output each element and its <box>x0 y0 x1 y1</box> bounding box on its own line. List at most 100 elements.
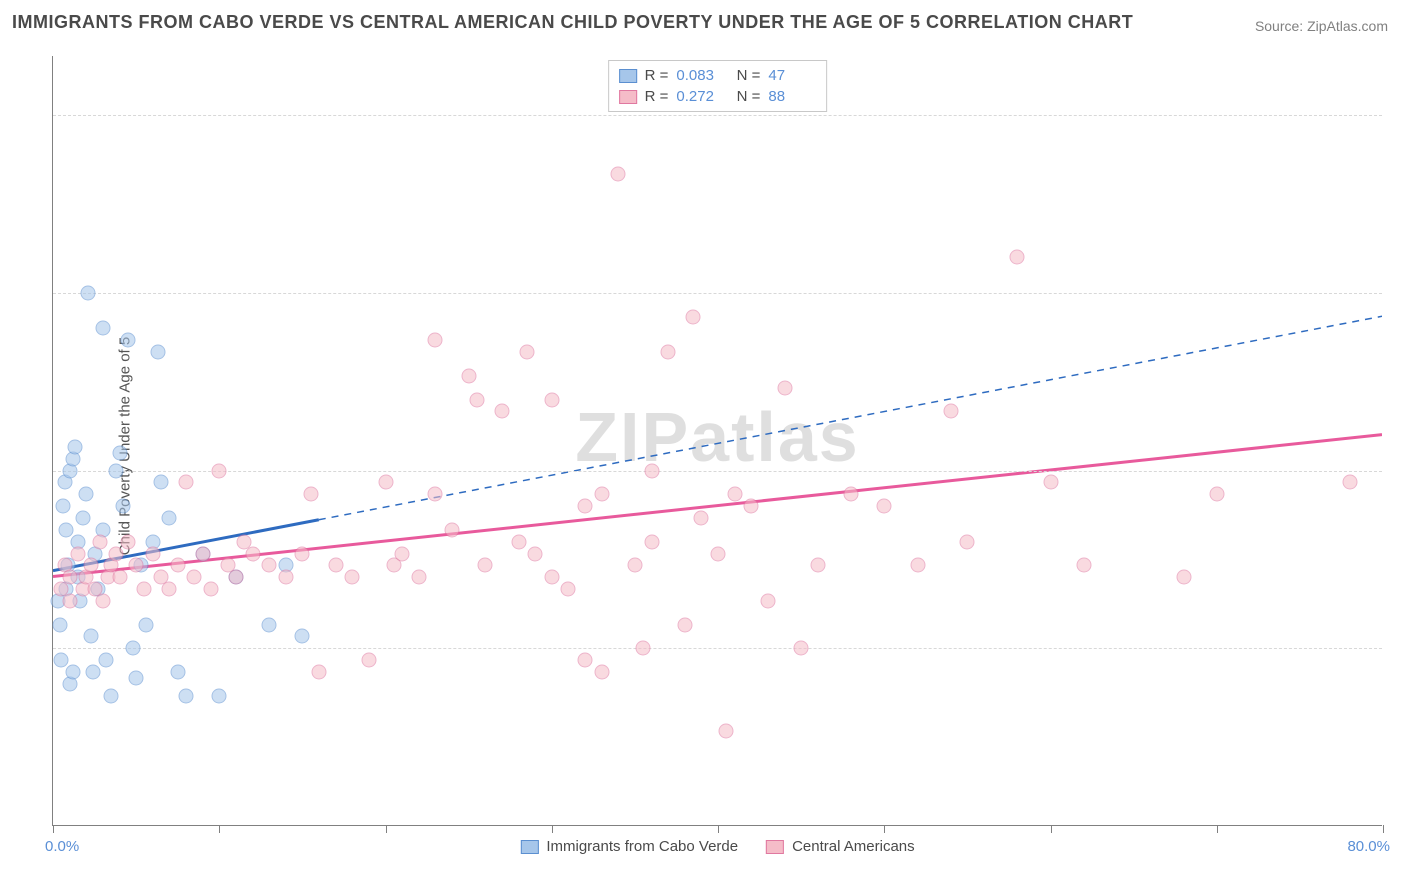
data-point <box>187 570 202 585</box>
data-point <box>104 688 119 703</box>
data-point <box>70 546 85 561</box>
data-point <box>794 641 809 656</box>
data-point <box>943 404 958 419</box>
stats-row: R = 0.272 N = 88 <box>619 86 817 107</box>
source-label: Source: ZipAtlas.com <box>1255 18 1388 34</box>
data-point <box>55 499 70 514</box>
trend-lines <box>53 56 1382 825</box>
stat-n-label: N = <box>732 67 760 84</box>
gridline-horizontal <box>53 648 1382 649</box>
stat-n-value: 88 <box>768 88 816 105</box>
data-point <box>378 475 393 490</box>
data-point <box>79 487 94 502</box>
data-point <box>519 345 534 360</box>
x-tick <box>1217 825 1218 833</box>
data-point <box>428 487 443 502</box>
data-point <box>99 653 114 668</box>
data-point <box>611 167 626 182</box>
data-point <box>65 665 80 680</box>
data-point <box>212 688 227 703</box>
x-tick <box>219 825 220 833</box>
data-point <box>54 653 69 668</box>
data-point <box>120 534 135 549</box>
stat-n-label: N = <box>732 88 760 105</box>
data-point <box>777 380 792 395</box>
gridline-horizontal <box>53 115 1382 116</box>
data-point <box>85 665 100 680</box>
stat-r-value: 0.272 <box>676 88 724 105</box>
data-point <box>727 487 742 502</box>
data-point <box>137 582 152 597</box>
data-point <box>262 558 277 573</box>
data-point <box>295 629 310 644</box>
x-tick <box>1051 825 1052 833</box>
data-point <box>494 404 509 419</box>
x-axis-min-label: 0.0% <box>45 838 79 855</box>
data-point <box>711 546 726 561</box>
data-point <box>361 653 376 668</box>
data-point <box>1342 475 1357 490</box>
data-point <box>644 534 659 549</box>
data-point <box>445 522 460 537</box>
data-point <box>1176 570 1191 585</box>
data-point <box>627 558 642 573</box>
data-point <box>139 617 154 632</box>
data-point <box>877 499 892 514</box>
data-point <box>154 475 169 490</box>
data-point <box>84 629 99 644</box>
data-point <box>84 558 99 573</box>
series-legend: Immigrants from Cabo Verde Central Ameri… <box>520 838 914 855</box>
data-point <box>1010 250 1025 265</box>
legend-swatch <box>766 840 784 854</box>
stat-r-value: 0.083 <box>676 67 724 84</box>
data-point <box>428 333 443 348</box>
gridline-horizontal <box>53 293 1382 294</box>
stat-n-value: 47 <box>768 67 816 84</box>
data-point <box>760 593 775 608</box>
data-point <box>395 546 410 561</box>
data-point <box>145 546 160 561</box>
data-point <box>67 439 82 454</box>
legend-label: Central Americans <box>792 838 915 855</box>
legend-label: Immigrants from Cabo Verde <box>546 838 738 855</box>
data-point <box>92 534 107 549</box>
data-point <box>744 499 759 514</box>
data-point <box>910 558 925 573</box>
x-tick <box>1383 825 1384 833</box>
data-point <box>75 511 90 526</box>
x-tick <box>884 825 885 833</box>
data-point <box>162 582 177 597</box>
data-point <box>578 653 593 668</box>
data-point <box>62 593 77 608</box>
scatter-plot-area: ZIPatlas R = 0.083 N = 47 R = 0.272 N = … <box>52 56 1382 826</box>
stats-row: R = 0.083 N = 47 <box>619 65 817 86</box>
x-tick <box>552 825 553 833</box>
data-point <box>461 368 476 383</box>
watermark: ZIPatlas <box>575 397 859 477</box>
data-point <box>295 546 310 561</box>
data-point <box>960 534 975 549</box>
data-point <box>62 570 77 585</box>
gridline-horizontal <box>53 471 1382 472</box>
data-point <box>544 392 559 407</box>
data-point <box>686 309 701 324</box>
data-point <box>129 670 144 685</box>
data-point <box>115 499 130 514</box>
data-point <box>511 534 526 549</box>
stat-r-label: R = <box>645 67 669 84</box>
data-point <box>262 617 277 632</box>
data-point <box>170 665 185 680</box>
data-point <box>179 688 194 703</box>
x-tick <box>53 825 54 833</box>
stat-r-label: R = <box>645 88 669 105</box>
data-point <box>228 570 243 585</box>
data-point <box>1076 558 1091 573</box>
data-point <box>95 321 110 336</box>
data-point <box>810 558 825 573</box>
data-point <box>150 345 165 360</box>
data-point <box>125 641 140 656</box>
data-point <box>594 665 609 680</box>
data-point <box>478 558 493 573</box>
data-point <box>1209 487 1224 502</box>
data-point <box>528 546 543 561</box>
